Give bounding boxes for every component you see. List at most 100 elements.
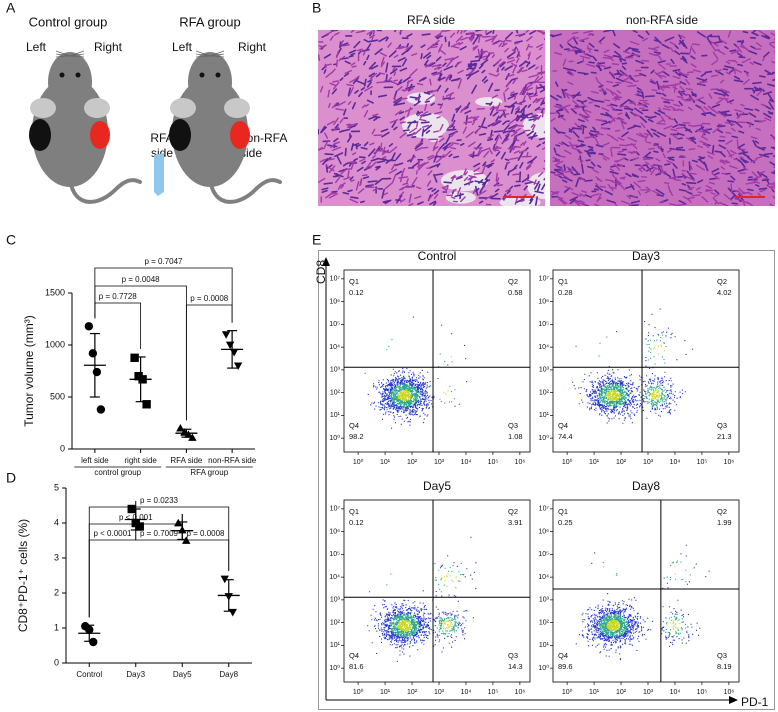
x-tick-label: 10⁴ xyxy=(670,459,681,466)
p-value: p = 0.0048 xyxy=(122,275,161,284)
y-tick-label: 10³ xyxy=(539,367,550,374)
y-tick-label: 10² xyxy=(330,619,341,626)
event-dots xyxy=(674,566,676,575)
x-tick-label: 10⁵ xyxy=(697,689,708,696)
event-dots xyxy=(441,620,453,630)
quadrant-value: 0.25 xyxy=(558,518,573,527)
tail xyxy=(208,178,282,204)
x-tick-label: left side xyxy=(81,456,109,465)
y-tick-label: 10¹ xyxy=(539,412,550,419)
quadrant-value: 8.19 xyxy=(717,662,732,671)
y-tick-label: 5 xyxy=(54,482,59,492)
plot-frame xyxy=(343,499,531,683)
p-value: p = 0.0008 xyxy=(190,294,229,303)
y-tick-label: 10¹ xyxy=(539,642,550,649)
event-dots xyxy=(367,599,434,662)
data-point xyxy=(228,608,237,617)
y-tick-label: 10⁴ xyxy=(329,574,340,581)
event-dots xyxy=(598,383,629,408)
head xyxy=(48,52,92,112)
p-value: p = 0.0008 xyxy=(186,529,225,538)
quadrant-value: 3.91 xyxy=(508,518,523,527)
panel-frame xyxy=(318,250,775,710)
tail xyxy=(68,178,142,204)
quadrant-value: 74.4 xyxy=(558,432,573,441)
side-label: Right xyxy=(238,40,267,54)
event-dots xyxy=(397,619,412,632)
head xyxy=(188,52,232,112)
tumor-right xyxy=(230,121,250,149)
group-label: control group xyxy=(94,468,141,477)
event-dots xyxy=(443,390,449,395)
quadrant-name: Q3 xyxy=(717,421,727,430)
y-tick-label: 10⁰ xyxy=(538,664,549,672)
y-tick-label: 10⁵ xyxy=(538,321,549,328)
whisker xyxy=(195,50,211,57)
tumor-right xyxy=(90,121,110,149)
y-tick-label: 2 xyxy=(54,587,59,597)
x-tick-label: 10⁶ xyxy=(515,459,526,466)
quadrant-name: Q4 xyxy=(349,421,359,430)
y-tick-label: 0 xyxy=(60,443,65,453)
axis-title: PD-1 xyxy=(741,695,769,709)
quadrant-value: 98.2 xyxy=(349,432,364,441)
event-dots xyxy=(644,384,668,407)
event-dots xyxy=(364,368,434,429)
rfa-probe xyxy=(154,153,164,196)
y-tick-label: 4 xyxy=(54,517,59,527)
shoulder xyxy=(170,98,196,118)
quadrant-name: Q2 xyxy=(717,507,727,516)
whisker xyxy=(55,50,71,57)
x-tick-label: 10³ xyxy=(434,459,445,466)
event-dots xyxy=(450,356,452,358)
group-title: Control group xyxy=(29,14,108,29)
eye xyxy=(59,72,65,78)
side-label: Right xyxy=(94,40,123,54)
y-tick-label: 10³ xyxy=(330,597,341,604)
y-tick-label: 10⁷ xyxy=(330,276,341,283)
group-title: RFA group xyxy=(179,14,240,29)
p-value: p < 0.0001 xyxy=(93,529,132,538)
whisker xyxy=(209,53,225,57)
tumor-left xyxy=(169,119,191,151)
x-tick-label: 10¹ xyxy=(380,689,391,696)
shoulder xyxy=(224,98,250,118)
p-value: p = 0.7728 xyxy=(99,292,138,301)
quadrant-value: 21.3 xyxy=(717,432,732,441)
mouse xyxy=(154,50,282,204)
quadrant-name: Q1 xyxy=(349,277,359,286)
quadrant-value: 0.12 xyxy=(349,518,364,527)
panel-label: D xyxy=(6,470,16,486)
plot-frame xyxy=(343,269,531,453)
data-point xyxy=(221,331,231,339)
quadrant-name: Q1 xyxy=(558,507,568,516)
quadrant-name: Q3 xyxy=(717,651,727,660)
y-tick-label: 10⁶ xyxy=(329,528,340,535)
plot-title: Day8 xyxy=(632,479,660,493)
data-point xyxy=(92,367,102,377)
quadrant-name: Q4 xyxy=(558,651,568,660)
y-tick-label: 10⁶ xyxy=(329,298,340,305)
x-tick-label: 10⁴ xyxy=(461,459,472,466)
plot-title: Control xyxy=(418,249,457,263)
p-value: p = 0.0233 xyxy=(140,496,179,505)
whisker xyxy=(69,50,85,57)
eye xyxy=(215,72,221,78)
quadrant-value: 1.99 xyxy=(717,518,732,527)
group-label: RFA group xyxy=(190,468,228,477)
mouse xyxy=(29,50,142,204)
y-tick-label: 1500 xyxy=(45,287,65,297)
quadrant-value: 0.58 xyxy=(508,288,523,297)
quadrant-name: Q3 xyxy=(508,421,518,430)
data-point xyxy=(224,593,233,601)
data-point xyxy=(229,348,239,357)
data-point xyxy=(174,518,183,527)
data-point xyxy=(135,522,144,531)
x-tick-label: 10⁵ xyxy=(488,689,499,696)
data-point xyxy=(84,322,94,331)
data-point xyxy=(96,405,106,414)
image-title: non-RFA side xyxy=(626,13,698,27)
y-axis-label: Tumor volume (mm³) xyxy=(22,315,36,427)
quadrant-value: 1.08 xyxy=(508,432,523,441)
y-tick-label: 3 xyxy=(54,552,59,562)
